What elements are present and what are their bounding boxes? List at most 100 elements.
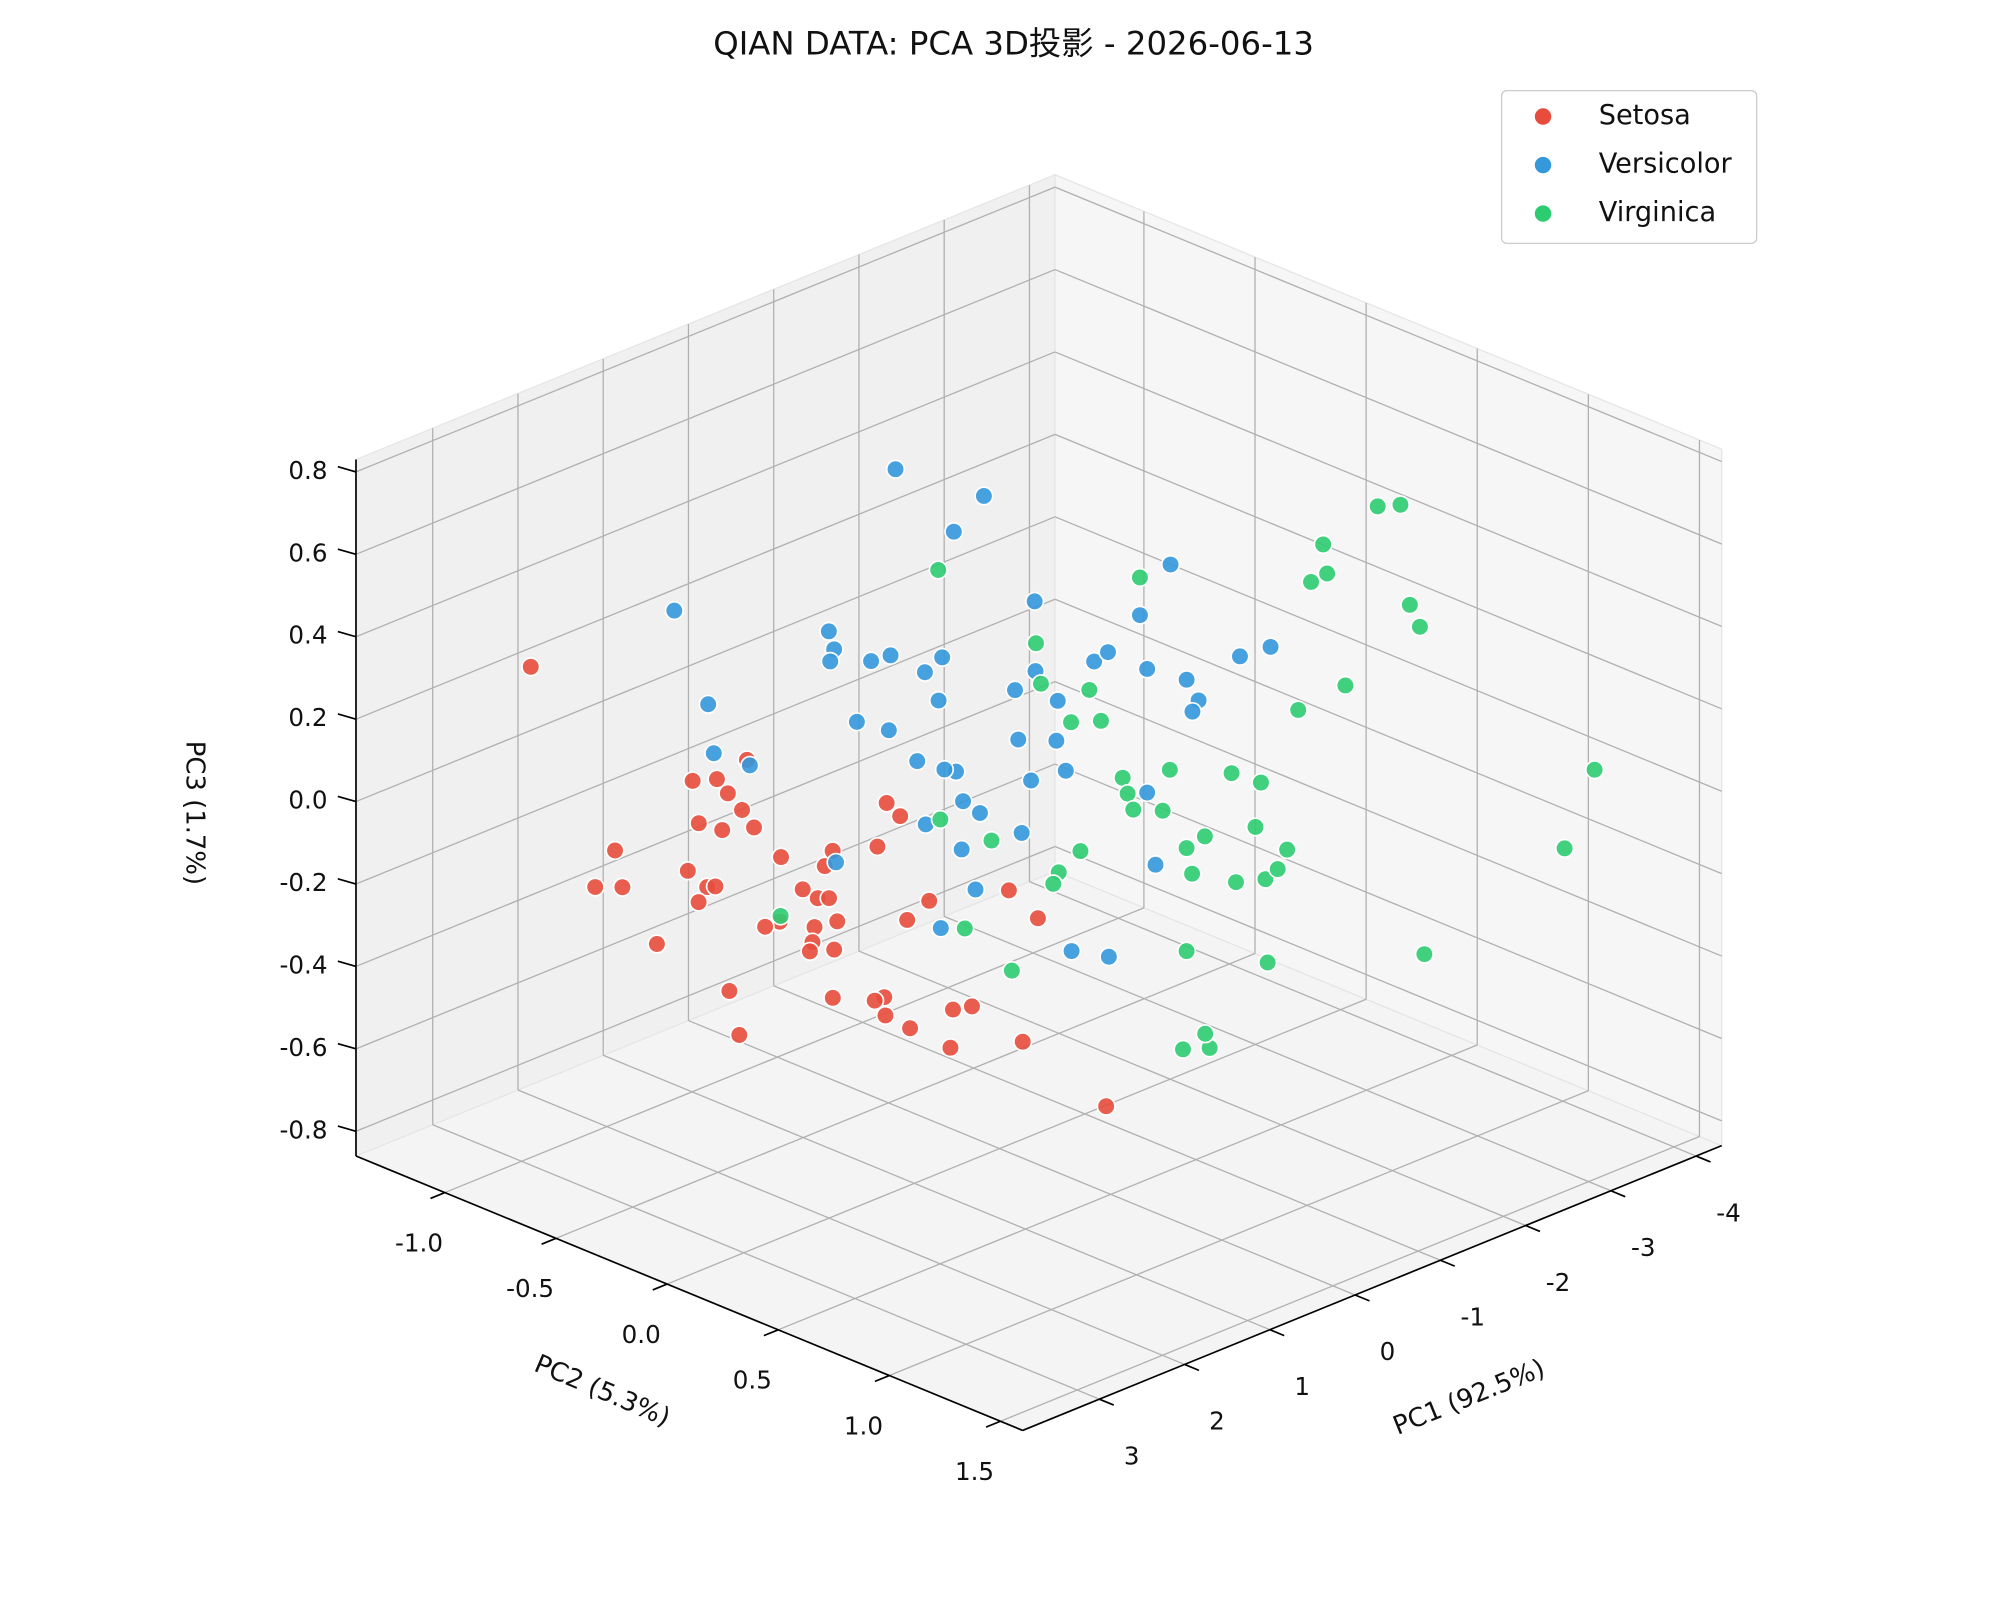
point: [705, 876, 726, 897]
point: [1390, 495, 1411, 515]
point: [1176, 941, 1197, 961]
point: [707, 769, 727, 789]
point: [1061, 712, 1081, 732]
legend-box: [1500, 89, 1758, 245]
point: [1317, 563, 1337, 584]
grid-line: [889, 1090, 1589, 1377]
point: [1160, 760, 1180, 780]
point: [800, 941, 820, 962]
point: [1195, 1024, 1215, 1044]
grid-line: [355, 186, 1056, 473]
point: [943, 999, 963, 1020]
grid-line: [773, 985, 1441, 1261]
z-tick-label: -0.8: [280, 1115, 328, 1144]
x-tick: [1184, 1363, 1200, 1372]
point: [1173, 1039, 1193, 1059]
point: [1230, 646, 1250, 666]
point: [952, 839, 972, 860]
z-tick-label: 0.8: [288, 456, 327, 485]
point: [826, 852, 846, 872]
point: [585, 877, 605, 897]
x-tick: [1269, 1328, 1285, 1337]
grid-line: [355, 351, 1056, 638]
x-axis-line: [1022, 1144, 1723, 1432]
point: [732, 800, 752, 820]
point: [1130, 567, 1150, 588]
point: [867, 836, 888, 857]
x-tick: [1695, 1155, 1711, 1163]
z-axis-title: PC3 (1.7%): [180, 741, 210, 885]
x-tick-label: -4: [1716, 1198, 1741, 1227]
point: [932, 647, 952, 668]
legend-marker: [1533, 155, 1553, 175]
point: [1061, 941, 1082, 961]
grid-line: [555, 952, 1256, 1239]
legend-label: Versicolor: [1599, 149, 1733, 180]
point: [1182, 701, 1203, 722]
point: [1079, 680, 1099, 700]
point: [1026, 633, 1046, 653]
point: [1153, 801, 1173, 821]
point: [974, 486, 994, 506]
y-tick: [430, 1191, 446, 1200]
point: [928, 690, 949, 711]
point: [1368, 496, 1388, 517]
grid-line: [688, 1019, 1356, 1296]
point: [1414, 944, 1435, 964]
point: [934, 759, 955, 780]
point: [1008, 729, 1028, 750]
point: [1176, 838, 1197, 858]
z-tick-label: 0.0: [288, 786, 327, 815]
point: [1002, 961, 1022, 981]
z-tick-label: -0.2: [280, 868, 328, 897]
x-tick: [1610, 1190, 1626, 1198]
point: [1257, 952, 1278, 973]
z-tick: [337, 713, 357, 720]
grid-line: [517, 1089, 1185, 1366]
x-tick-label: 2: [1209, 1407, 1225, 1436]
point: [981, 830, 1002, 851]
z-tick-label: -0.6: [280, 1033, 328, 1062]
point: [915, 662, 935, 682]
point: [1195, 826, 1215, 847]
z-tick: [337, 1042, 357, 1050]
point: [1043, 874, 1063, 894]
point: [1137, 659, 1157, 679]
point: [962, 996, 982, 1016]
y-tick: [541, 1237, 557, 1245]
point: [1277, 839, 1297, 860]
grid-line: [1054, 681, 1722, 957]
x-tick: [1099, 1398, 1115, 1406]
y-tick: [763, 1329, 779, 1337]
grid-line: [1054, 186, 1722, 463]
point: [1260, 637, 1281, 657]
point: [1301, 572, 1321, 592]
point: [1096, 1096, 1116, 1116]
point: [907, 751, 927, 771]
point: [1245, 817, 1266, 837]
grid-line: [355, 433, 1056, 720]
point: [718, 783, 738, 803]
point: [771, 847, 791, 867]
z-tick: [337, 878, 357, 885]
legend-marker: [1533, 203, 1553, 224]
z-tick-label: 0.6: [288, 538, 327, 567]
grid-line: [666, 998, 1367, 1285]
point: [1056, 761, 1076, 781]
legend-marker: [1533, 106, 1553, 127]
point: [865, 991, 885, 1011]
point: [1268, 859, 1288, 879]
point: [719, 981, 740, 1001]
legend-label: Setosa: [1599, 100, 1691, 131]
point: [897, 910, 917, 930]
point: [612, 877, 633, 897]
point: [755, 917, 775, 937]
x-tick-label: 1: [1294, 1372, 1310, 1401]
point: [698, 694, 718, 714]
point: [1117, 783, 1138, 804]
point: [1098, 642, 1118, 662]
y-tick: [874, 1374, 890, 1383]
grid-line: [355, 598, 1056, 885]
point: [1410, 617, 1430, 637]
